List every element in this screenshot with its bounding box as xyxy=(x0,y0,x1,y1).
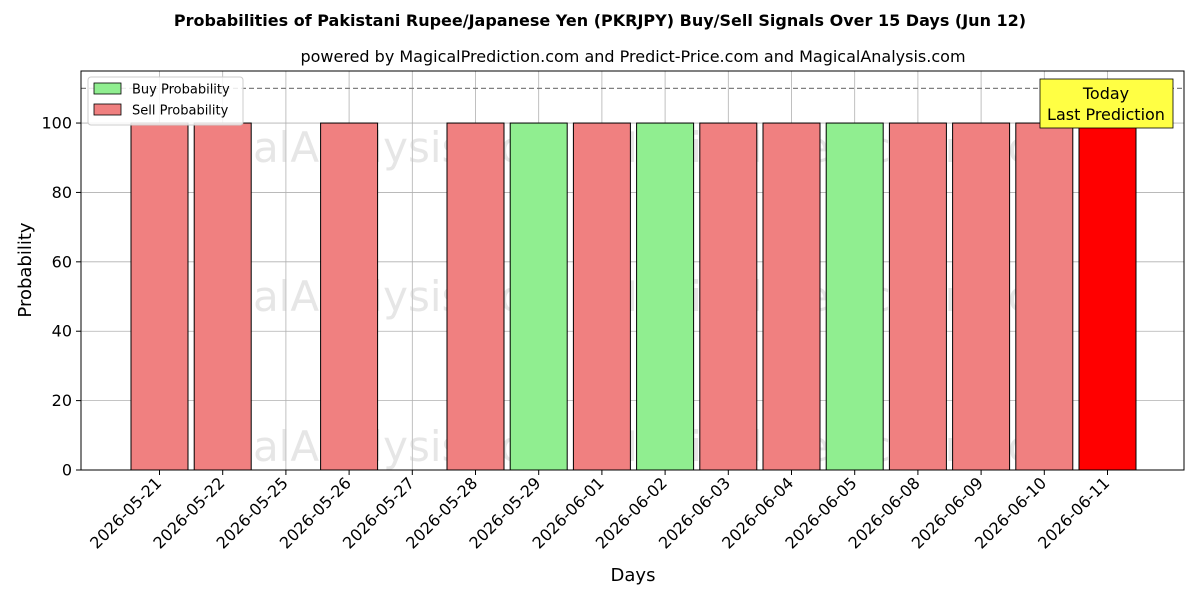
legend-box xyxy=(87,76,244,126)
y-axis-label: Probability xyxy=(15,222,36,317)
chart-title: Probabilities of Pakistani Rupee/Japanes… xyxy=(174,11,1026,30)
bar-sell xyxy=(762,122,821,471)
bar-sell xyxy=(193,122,252,471)
today-annotation-box xyxy=(1039,78,1174,129)
plot-frame xyxy=(80,70,1185,471)
bar-sell xyxy=(952,122,1011,471)
x-axis-label: Days xyxy=(611,565,656,586)
bar-today xyxy=(1078,122,1137,471)
y-tick-label: 0 xyxy=(62,461,72,480)
bar-sell xyxy=(699,122,758,471)
y-tick-label: 40 xyxy=(52,322,72,341)
y-tick-label: 100 xyxy=(41,114,72,133)
bar-sell xyxy=(888,122,947,471)
bar-buy xyxy=(825,122,884,471)
bar-buy xyxy=(509,122,568,471)
legend-buy-label: Buy Probability xyxy=(132,83,230,98)
legend-sell-label: Sell Probability xyxy=(132,104,229,119)
bar-sell xyxy=(320,122,379,471)
legend-sell-swatch xyxy=(93,103,122,116)
y-tick-label: 60 xyxy=(52,252,72,271)
plot-area: MagicalAnalysis.comMagicalPrediction.com… xyxy=(41,70,1185,553)
chart-subtitle: powered by MagicalPrediction.com and Pre… xyxy=(300,47,965,66)
bar-sell xyxy=(130,122,189,471)
legend-buy-swatch xyxy=(93,82,122,95)
bar-buy xyxy=(636,122,695,471)
today-annotation: Today Last Prediction xyxy=(1039,78,1174,129)
y-axis: 0 20 40 60 80 100 xyxy=(41,114,81,480)
today-annotation-line1: Today xyxy=(1082,84,1129,103)
y-tick-label: 20 xyxy=(52,391,72,410)
bar-sell xyxy=(572,122,631,471)
legend: Buy Probability Sell Probability xyxy=(87,76,244,126)
y-tick-label: 80 xyxy=(52,183,72,202)
bar-sell xyxy=(1015,122,1074,471)
bar-sell xyxy=(446,122,505,471)
bars xyxy=(130,122,1137,471)
today-annotation-line2: Last Prediction xyxy=(1047,105,1165,124)
x-axis: 2026-05-212026-05-222026-05-252026-05-26… xyxy=(86,470,1113,553)
